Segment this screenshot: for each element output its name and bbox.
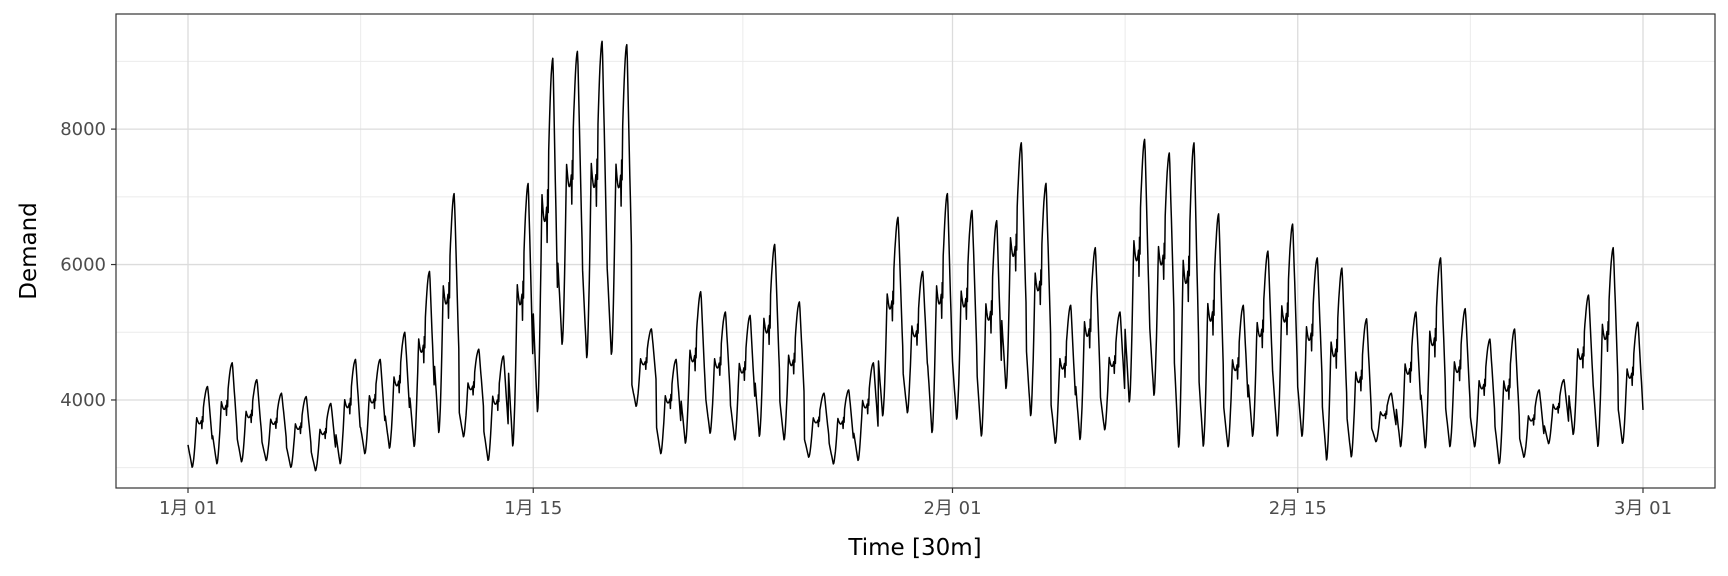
- panel: [115, 13, 1716, 489]
- x-tick-label: 1月 01: [159, 498, 217, 519]
- y-tick-label: 6000: [60, 255, 106, 276]
- x-axis-title: Time [30m]: [847, 535, 981, 561]
- x-tick-label: 3月 01: [1614, 498, 1672, 519]
- minor-gridlines: [116, 14, 1715, 488]
- x-tick-label: 2月 15: [1269, 498, 1327, 519]
- x-tick-label: 1月 15: [504, 498, 562, 519]
- panel-background: [116, 14, 1715, 488]
- x-tick-label: 2月 01: [923, 498, 981, 519]
- major-gridlines: [116, 14, 1715, 488]
- y-tick-label: 8000: [60, 119, 106, 140]
- y-tick-label: 4000: [60, 390, 106, 411]
- panel-border: [115, 13, 1716, 489]
- series-layer: [187, 40, 1644, 472]
- y-axis-title: Demand: [16, 202, 42, 300]
- y-axis: 4000 6000 8000: [60, 119, 116, 411]
- x-axis: 1月 01 1月 15 2月 01 2月 15 3月 01: [159, 488, 1672, 519]
- demand-series-line: [187, 40, 1644, 472]
